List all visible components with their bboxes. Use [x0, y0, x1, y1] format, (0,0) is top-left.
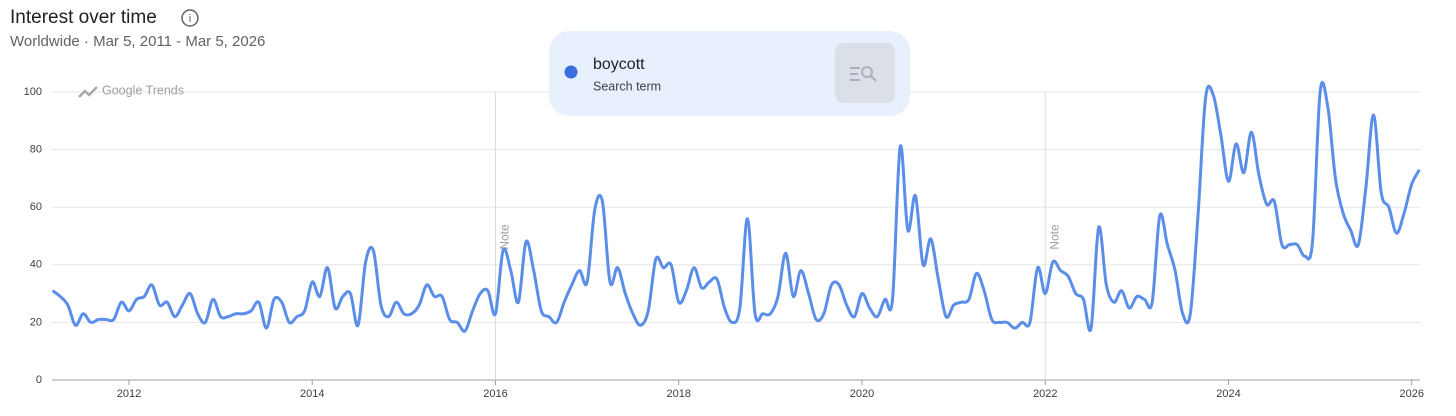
legend-kind: Search term	[593, 79, 661, 93]
y-tick-label: 0	[36, 374, 42, 386]
legend-dot	[564, 65, 578, 79]
series-line	[51, 81, 1421, 333]
x-tick-label: 2020	[850, 388, 874, 400]
y-tick-label: 20	[30, 316, 42, 328]
watermark: Google Trends	[78, 83, 184, 98]
note-label: Note	[1047, 224, 1061, 250]
chart-subtitle: Worldwide · Mar 5, 2011 - Mar 5, 2026	[10, 33, 265, 50]
x-tick-label: 2026	[1400, 388, 1424, 400]
y-tick-label: 100	[24, 86, 42, 98]
note-label: Note	[498, 224, 512, 250]
legend-term: boycott	[593, 56, 645, 73]
explore-button[interactable]	[835, 43, 895, 103]
x-tick-label: 2012	[117, 388, 141, 400]
x-tick-label: 2016	[483, 388, 507, 400]
legend-box	[549, 31, 910, 116]
y-tick-label: 40	[30, 259, 42, 271]
chart-title: Interest over time	[10, 7, 157, 28]
x-tick-label: 2022	[1033, 388, 1057, 400]
y-tick-label: 60	[30, 201, 42, 213]
watermark-text: Google Trends	[102, 83, 184, 97]
x-tick-label: 2024	[1216, 388, 1240, 400]
y-tick-label: 80	[30, 144, 42, 156]
svg-text:i: i	[189, 13, 191, 25]
x-tick-label: 2014	[300, 388, 324, 400]
x-tick-label: 2018	[666, 388, 690, 400]
watermark-icon	[78, 86, 98, 98]
legend: boycott Search term	[549, 31, 910, 116]
info-icon[interactable]: i	[181, 9, 199, 27]
